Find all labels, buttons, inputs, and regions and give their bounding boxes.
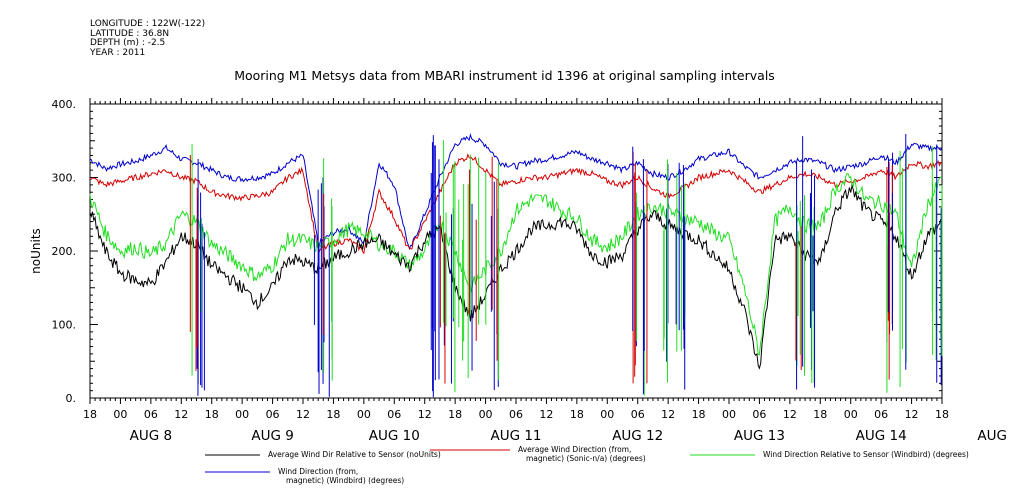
x-tick-label: 00 xyxy=(722,408,736,421)
x-tick-label: 18 xyxy=(83,408,97,421)
x-tick-label: 06 xyxy=(509,408,523,421)
legend: Average Wind Dir Relative to Sensor (noU… xyxy=(205,445,969,485)
metadata-longitude: LONGITUDE : 122W(-122) xyxy=(90,19,206,29)
metadata-year: YEAR : 2011 xyxy=(90,47,146,58)
y-tick-label: 300. xyxy=(52,172,77,185)
x-day-label: AUG 8 xyxy=(130,428,172,444)
x-day-label: AUG 14 xyxy=(856,428,907,444)
axis-labels: 0. 100. 200. 300. 400. 18 00 06 12 18 00 06 12 18 00 06… xyxy=(52,98,1009,444)
y-tick-label: 100. xyxy=(52,319,77,332)
metadata-depth: DEPTH (m) : -2.5 xyxy=(90,38,166,48)
legend-label: magnetic) (Sonic-n/a) (degrees) xyxy=(526,454,646,463)
x-tick-label: 00 xyxy=(844,408,858,421)
x-tick-label: 12 xyxy=(296,408,310,421)
x-tick-label: 00 xyxy=(357,408,371,421)
x-day-label: AUG 9 xyxy=(251,428,293,444)
x-tick-label: 00 xyxy=(235,408,249,421)
legend-label: Average Wind Dir Relative to Sensor (noU… xyxy=(268,450,441,459)
mooring-metadata: LONGITUDE : 122W(-122) LATITUDE : 36.8N … xyxy=(90,19,206,58)
x-tick-label: 06 xyxy=(752,408,766,421)
x-tick-label: 18 xyxy=(326,408,340,421)
legend-label: Wind Direction Relative to Sensor (Windb… xyxy=(763,450,969,459)
x-day-label: AUG 15 xyxy=(977,428,1009,444)
x-tick-label: 12 xyxy=(418,408,432,421)
series-line xyxy=(89,132,943,251)
x-day-label: AUG 12 xyxy=(612,428,663,444)
y-tick-label: 0. xyxy=(66,392,77,405)
x-tick-label: 18 xyxy=(692,408,706,421)
x-tick-label: 00 xyxy=(113,408,127,421)
x-tick-label: 18 xyxy=(205,408,219,421)
x-tick-label: 06 xyxy=(144,408,158,421)
y-tick-label: 200. xyxy=(52,245,77,258)
x-day-label: AUG 10 xyxy=(369,428,420,444)
legend-label: magnetic) (Windbird) (degrees) xyxy=(286,476,404,485)
x-tick-label: 12 xyxy=(539,408,553,421)
legend-label: Average Wind Direction (from, xyxy=(518,445,631,454)
x-tick-label: 18 xyxy=(935,408,949,421)
x-tick-label: 12 xyxy=(905,408,919,421)
x-tick-label: 06 xyxy=(387,408,401,421)
x-day-label: AUG 11 xyxy=(490,428,541,444)
x-tick-label: 00 xyxy=(479,408,493,421)
legend-label: Wind Direction (from, xyxy=(278,467,358,476)
x-tick-label: 12 xyxy=(661,408,675,421)
x-tick-label: 18 xyxy=(570,408,584,421)
x-tick-label: 06 xyxy=(631,408,645,421)
x-tick-label: 18 xyxy=(813,408,827,421)
x-day-label: AUG 13 xyxy=(734,428,785,444)
metadata-latitude: LATITUDE : 36.8N xyxy=(90,28,170,39)
x-tick-label: 12 xyxy=(174,408,188,421)
y-tick-label: 400. xyxy=(52,98,77,111)
series-line xyxy=(89,153,943,255)
spike-layer xyxy=(189,133,943,398)
x-tick-label: 18 xyxy=(448,408,462,421)
y-axis-label: noUnits xyxy=(29,228,43,274)
x-tick-label: 06 xyxy=(266,408,280,421)
x-tick-label: 06 xyxy=(874,408,888,421)
x-tick-label: 12 xyxy=(783,408,797,421)
chart-title: Mooring M1 Metsys data from MBARI instru… xyxy=(234,68,775,83)
x-tick-label: 00 xyxy=(600,408,614,421)
axis-ticks xyxy=(89,98,943,404)
